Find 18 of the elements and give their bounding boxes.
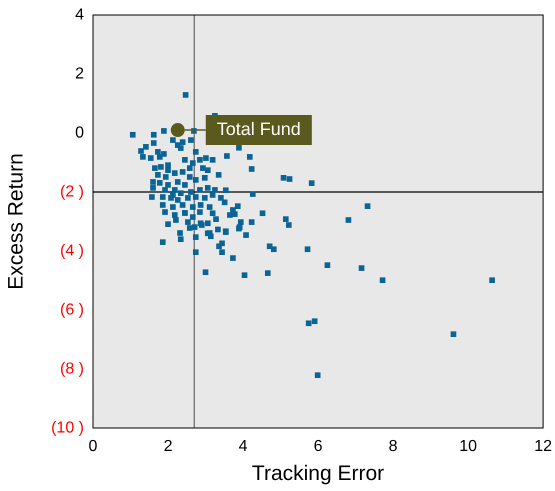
y-tick-label: (4 ) [60, 242, 84, 260]
annotation: Total Fund [216, 119, 301, 140]
x-tick-label: 10 [459, 438, 478, 456]
y-tick-label: (2 ) [60, 183, 84, 200]
x-tick-label: 8 [388, 438, 398, 456]
x-tick-label: 4 [238, 438, 248, 456]
y-tick-label: (6 ) [60, 301, 84, 318]
y-axis-title: Excess Return [4, 153, 28, 290]
y-tick-label: 2 [75, 65, 84, 82]
y-tick-label: 0 [75, 124, 84, 142]
x-tick-label: 0 [88, 438, 98, 456]
y-tick-label: 4 [75, 6, 84, 24]
y-tick-label: (8 ) [60, 360, 84, 378]
x-axis-title: Tracking Error [252, 462, 384, 486]
x-tick-label: 12 [534, 438, 552, 456]
x-tick-label: 6 [314, 438, 323, 456]
x-tick-label: 2 [164, 438, 173, 456]
y-tick-label: (10 ) [51, 419, 84, 436]
